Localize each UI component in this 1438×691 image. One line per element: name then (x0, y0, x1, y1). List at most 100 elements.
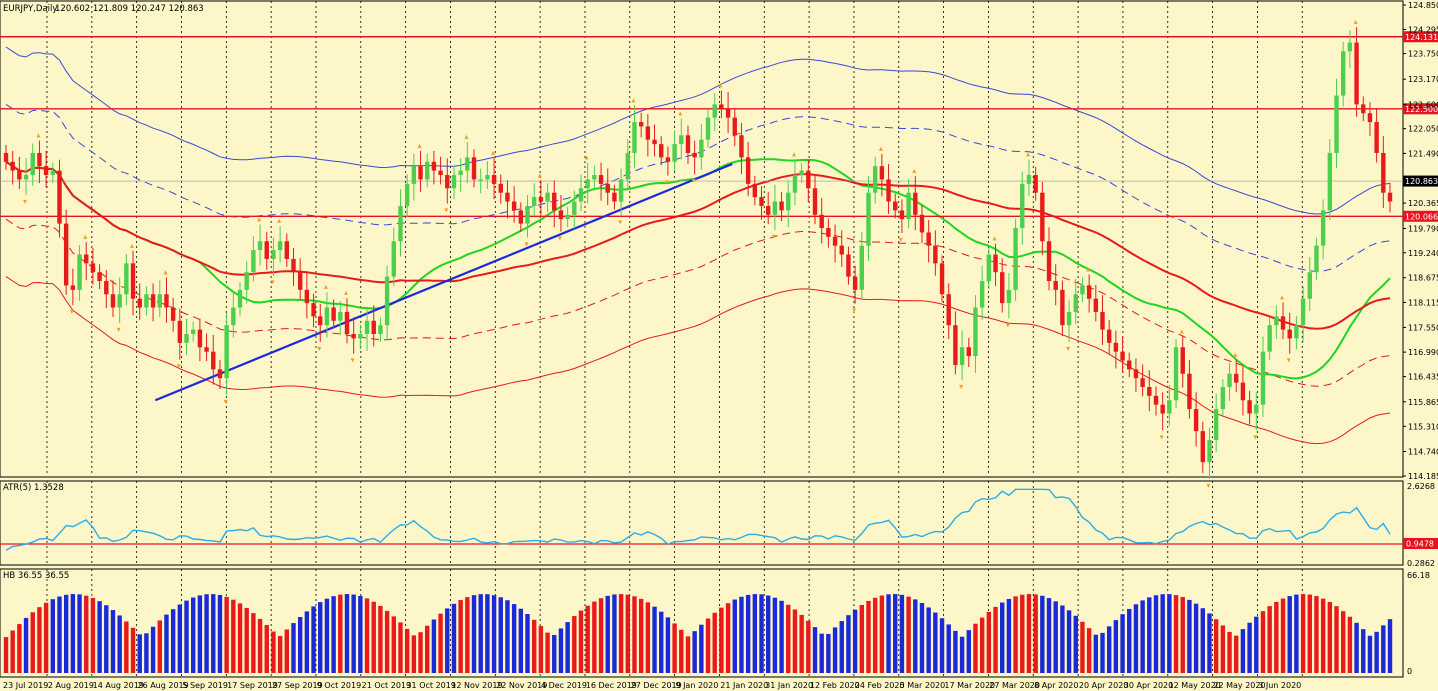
uptrend-line[interactable] (154, 162, 733, 402)
candle-body (1106, 329, 1112, 343)
candle-body (552, 192, 557, 211)
hb-bar (331, 596, 336, 673)
candle-body (371, 320, 376, 335)
date-tick-label: 8 Apr 2020 (1034, 681, 1078, 690)
horizontal-levels: 124.131 122.500 120.066 120.863 (0, 31, 1438, 222)
hb-bar (939, 618, 945, 673)
hb-bar (966, 630, 971, 673)
candles: ▾ ▴ ▾ ▴ ▾ ▴ ▴ ▾ ▾ ▴ ▾ ▴ ▾ ▴ ▴ ▾ ▴ ▾ ▴ ▴ ▾ ▴ ▾ ▴ ▾ ▴ ▾ ▴ ▾ ▴ ▾ ▴ ▾ ▴ ▾ ▴ ▾ ▴ ▾ ▴… (3, 17, 1393, 490)
candle-body (237, 289, 243, 308)
hb-bar (1340, 611, 1346, 673)
candle-body (725, 108, 731, 118)
hb-tick-top: 66.18 (1407, 571, 1430, 580)
date-tick-label: 23 Jul 2019 (3, 681, 48, 690)
hb-bar (979, 617, 985, 673)
candle-body (1133, 369, 1139, 379)
hb-bar (638, 598, 644, 673)
candle-body (899, 210, 905, 220)
hb-bar (993, 606, 998, 673)
candle-body (10, 161, 15, 171)
candle-body (150, 294, 156, 308)
candle-body (478, 179, 483, 181)
hb-bar (1100, 632, 1105, 673)
candle-body (17, 170, 22, 180)
price-level-value: 124.131 (1405, 33, 1438, 42)
fractal-up-marker: ▴ (1180, 326, 1184, 335)
fractal-up-marker: ▴ (792, 150, 796, 159)
candle-body (311, 303, 316, 317)
hb-bar (1026, 594, 1032, 673)
hb-bar (50, 599, 56, 673)
hb-bar (1073, 615, 1078, 673)
candle-body (1066, 311, 1072, 326)
hb-bar (1060, 605, 1065, 673)
atr-panel[interactable]: ATR(5) 1.3528 2.6268 0.2862 0.9478 (0, 480, 1438, 568)
hb-bar (752, 594, 758, 673)
candle-body (1167, 400, 1172, 414)
hb-bar (1013, 596, 1018, 673)
candle-body (618, 179, 624, 202)
lower-red-envelope (5, 276, 1391, 445)
candle-body (585, 179, 590, 189)
hb-bar (538, 626, 544, 673)
candle-body (184, 334, 189, 343)
candle-body (491, 175, 497, 184)
candle-body (572, 201, 577, 215)
hb-bar (665, 617, 671, 673)
candle-body (712, 104, 717, 118)
fractal-up-marker: ▴ (1354, 17, 1358, 26)
fractal-up-marker: ▴ (1086, 265, 1090, 274)
hb-bar (1147, 597, 1152, 673)
candle-body (425, 161, 430, 180)
candle-body (1046, 241, 1052, 282)
date-tick-label: 12 Feb 2020 (810, 681, 860, 690)
candle-body (966, 347, 971, 357)
fractal-up-marker: ▴ (418, 141, 422, 150)
candle-body (57, 170, 62, 224)
hb-bar (612, 594, 617, 673)
hb-bar (30, 612, 35, 673)
candle-body (231, 307, 236, 326)
candle-body (846, 254, 851, 277)
candle-body (378, 325, 383, 335)
date-tick-label: 27 Dec 2019 (631, 681, 682, 690)
candle-body (1234, 373, 1239, 383)
candle-body (893, 201, 898, 211)
candle-body (137, 298, 142, 308)
hb-bar (893, 594, 898, 673)
candle-body (37, 152, 42, 167)
candle-body (638, 122, 644, 127)
candle-body (304, 289, 310, 304)
hb-bar (933, 612, 938, 673)
price-tick-label: 121.490 (1408, 149, 1438, 158)
hb-bar (398, 622, 403, 673)
hb-tick-bottom: 0 (1407, 667, 1412, 676)
hb-bar (1207, 613, 1212, 673)
candle-body (191, 329, 196, 335)
hb-bar (425, 625, 430, 673)
hb-panel[interactable]: HB 36.55 36.55 66.18 0 (0, 568, 1430, 678)
fractal-up-marker: ▴ (257, 214, 261, 223)
candle-body (1033, 175, 1038, 193)
hb-bar (197, 595, 203, 673)
candle-body (719, 104, 724, 109)
hb-bar (1367, 635, 1373, 673)
hb-bar (43, 602, 49, 673)
fractal-down-marker: ▾ (692, 176, 696, 185)
hb-bar (605, 595, 610, 673)
candle-body (779, 201, 784, 211)
fractal-up-marker: ▴ (83, 232, 87, 241)
candle-body (84, 254, 89, 264)
candle-body (685, 135, 691, 153)
hb-bar (1153, 595, 1159, 673)
candle-body (872, 166, 878, 193)
hb-bar (819, 633, 824, 673)
hb-bar (77, 594, 82, 673)
hb-bar (679, 629, 684, 673)
hb-bar (304, 611, 310, 673)
candle-body (866, 192, 871, 246)
hb-bar (1200, 608, 1205, 673)
candle-body (1247, 400, 1252, 414)
